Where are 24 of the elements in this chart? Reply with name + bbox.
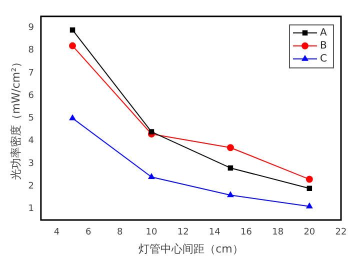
legend-label: C: [320, 53, 327, 64]
x-tick-label: 14: [208, 228, 221, 238]
x-tick-label: 4: [54, 228, 60, 238]
x-tick-label: 10: [146, 228, 158, 238]
y-axis-title: 光功率密度（mW/cm²）: [9, 56, 22, 180]
legend-label: B: [320, 40, 327, 52]
x-tick-label: 12: [177, 228, 189, 238]
y-tick-label: 9: [28, 23, 34, 34]
x-tick-label: 22: [335, 228, 347, 238]
x-tick-label: 18: [272, 228, 284, 238]
x-tick-label: 8: [117, 228, 124, 238]
y-tick-label: 6: [28, 90, 34, 101]
y-tick-label: 4: [28, 136, 34, 146]
y-tick-label: 8: [28, 46, 34, 56]
x-tick-label: 6: [85, 228, 92, 238]
x-axis-title: 灯管中心间距（cm）: [138, 242, 244, 256]
y-tick-label: 7: [28, 68, 34, 78]
x-tick-label: 16: [240, 228, 252, 238]
legend-label: A: [320, 27, 327, 38]
x-tick-label: 20: [304, 228, 316, 238]
y-tick-label: 1: [28, 204, 34, 214]
y-tick-label: 5: [28, 114, 34, 124]
y-tick-label: 3: [28, 158, 34, 169]
y-tick-label: 2: [28, 181, 34, 192]
